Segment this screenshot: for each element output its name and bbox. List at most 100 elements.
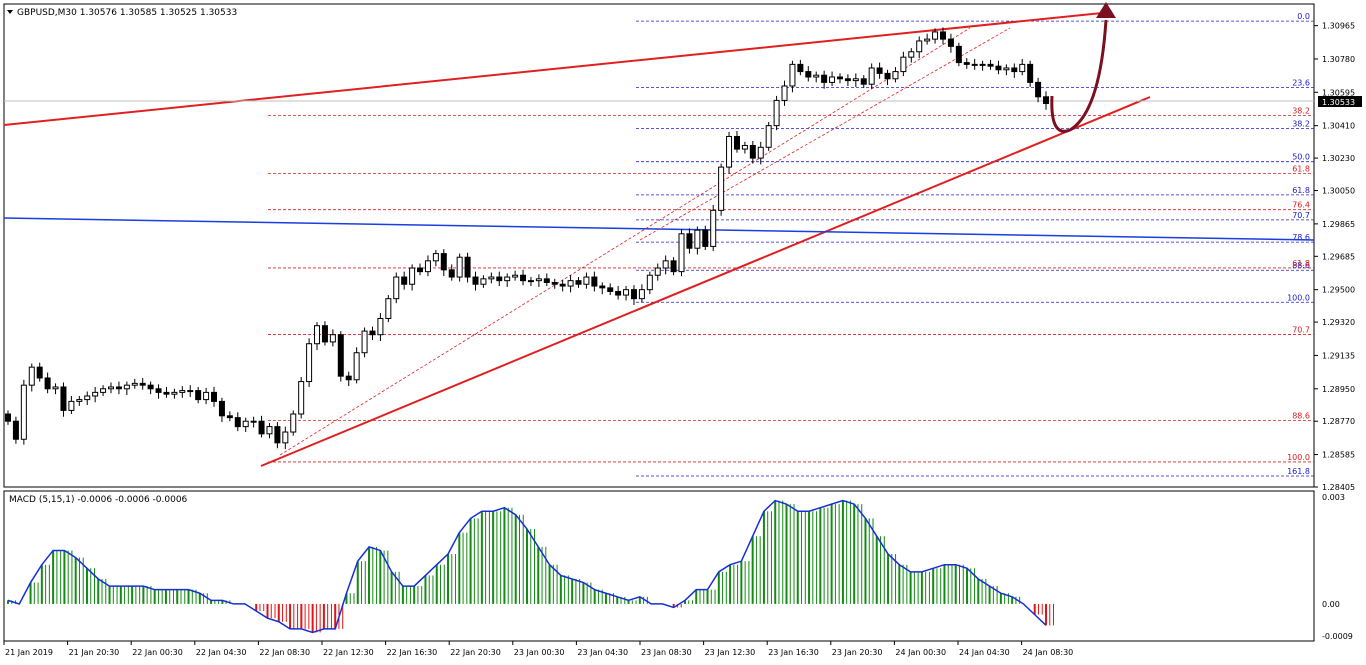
candle-body — [432, 253, 439, 262]
projection-arrow-head — [1096, 2, 1116, 18]
candle-body — [108, 386, 115, 390]
upper-trendline — [3, 11, 1113, 126]
price-tick-label: 1.28405 — [1322, 483, 1355, 492]
candle-body — [306, 343, 313, 383]
candle-body — [393, 276, 400, 300]
candle-body — [955, 45, 962, 64]
candle-body — [543, 278, 550, 283]
candle-body — [678, 233, 685, 273]
candle-body — [28, 366, 35, 386]
price-tick-label: 1.30595 — [1322, 88, 1355, 97]
price-tick-label: 1.30965 — [1322, 22, 1355, 31]
candle-body — [551, 281, 558, 285]
candle-body — [353, 352, 360, 381]
candle-body — [789, 63, 796, 87]
candle-body — [100, 388, 107, 393]
candle-body — [939, 31, 946, 40]
time-tick-label: 24 Jan 00:30 — [895, 648, 946, 657]
macd-histogram: 0.003 0.00 -0.0009 — [7, 493, 1353, 641]
fib-level-label: 100.0 — [1287, 453, 1310, 462]
candle-body — [741, 144, 748, 150]
fib-level-label: 61.8 — [1292, 259, 1310, 268]
fib-level-label: 76.4 — [1292, 201, 1310, 210]
price-panel[interactable] — [3, 3, 1315, 488]
price-tick-label: 1.29865 — [1322, 220, 1355, 229]
candle-body — [995, 65, 1002, 71]
time-tick-label: 23 Jan 04:30 — [577, 648, 628, 657]
candle-body — [924, 38, 931, 42]
candle-body — [496, 276, 503, 282]
fibonacci-retracement[interactable] — [268, 20, 1314, 477]
fib-diagonal-line — [279, 27, 971, 456]
price-tick-label: 1.28585 — [1322, 451, 1355, 460]
time-tick-label: 22 Jan 20:30 — [450, 648, 501, 657]
candle-body — [266, 426, 273, 435]
candle-body — [234, 417, 241, 428]
candle-body — [797, 63, 804, 73]
current-price-marker — [1318, 96, 1362, 107]
current-price-label: 1.30533 — [1322, 98, 1355, 107]
candle-body — [932, 31, 939, 40]
candle-body — [607, 287, 614, 292]
candle-body — [583, 276, 590, 285]
candle-body — [195, 390, 202, 401]
candle-body — [68, 400, 75, 411]
candle-body — [836, 76, 843, 80]
candle-body — [860, 78, 867, 85]
time-tick-label: 23 Jan 20:30 — [832, 648, 883, 657]
time-tick-label: 22 Jan 12:30 — [323, 648, 374, 657]
candle-body — [947, 38, 954, 47]
candle-body — [773, 99, 780, 127]
candle-body — [670, 260, 677, 273]
candle-body — [1027, 63, 1034, 83]
candle-body — [401, 276, 408, 285]
candle-body — [337, 334, 344, 377]
chart-overlays[interactable] — [3, 2, 1315, 467]
candle-body — [662, 260, 669, 269]
fibonacci-labels: 0.0 23.6 38.2 50.0 61.8 70.7 78.6 88.6 100.0 161.… — [1287, 12, 1310, 476]
candle-body — [163, 391, 170, 395]
candle-body — [591, 276, 598, 287]
candle-body — [694, 229, 701, 249]
candle-body — [258, 420, 265, 435]
fib-level-label: 88.6 — [1292, 261, 1310, 270]
candle-body — [829, 76, 836, 83]
candle-body — [520, 274, 527, 282]
price-tick-label: 1.30410 — [1322, 122, 1355, 131]
candle-body — [726, 135, 733, 168]
candle-body — [1011, 67, 1018, 73]
candle-body — [218, 400, 225, 417]
price-tick-label: 1.29685 — [1322, 252, 1355, 261]
time-tick-label: 22 Jan 16:30 — [387, 648, 438, 657]
candle-body — [36, 366, 43, 379]
candle-body — [179, 390, 186, 393]
symbol-menu-icon[interactable] — [7, 10, 13, 14]
candle-body — [638, 289, 645, 300]
candle-body — [155, 388, 162, 393]
time-tick-label: 24 Jan 04:30 — [959, 648, 1010, 657]
candle-body — [733, 135, 740, 150]
fib-level-label: 70.7 — [1292, 211, 1310, 220]
candle-body — [290, 413, 297, 433]
candlestick-series — [5, 27, 1049, 450]
candle-body — [84, 395, 91, 401]
price-tick-label: 1.28950 — [1322, 385, 1355, 394]
candle-body — [131, 382, 138, 386]
candle-body — [211, 391, 218, 402]
candle-body — [314, 325, 321, 345]
fib-level-label: 161.8 — [1287, 467, 1310, 476]
candle-body — [686, 233, 693, 249]
macd-panel[interactable] — [3, 490, 1315, 642]
candle-body — [599, 285, 606, 289]
candle-body — [171, 391, 178, 395]
fib-level-label: 61.8 — [1292, 165, 1310, 174]
candle-body — [654, 267, 661, 276]
fib-level-label: 88.6 — [1292, 411, 1310, 420]
fib-level-label: 38.2 — [1292, 120, 1310, 129]
price-tick-label: 1.29320 — [1322, 318, 1355, 327]
candle-body — [504, 276, 511, 282]
price-tick-label: 1.30230 — [1322, 154, 1355, 163]
candle-body — [115, 386, 122, 390]
candle-body — [567, 280, 574, 287]
